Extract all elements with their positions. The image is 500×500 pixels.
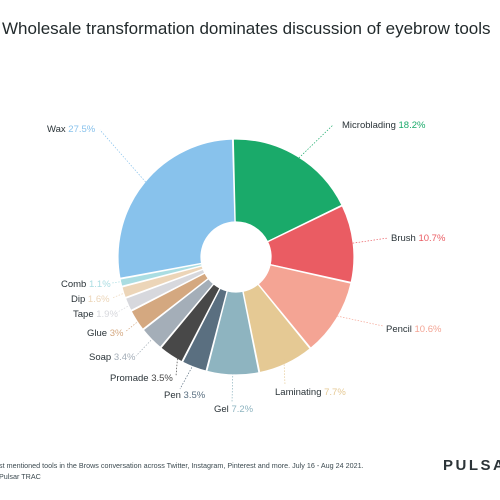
slice-laminating [242,283,312,374]
slice-label-name: Soap [89,352,114,363]
chart-title: Wholesale transformation dominates discu… [2,19,491,38]
slice-label-name: Tape [73,309,96,320]
leader-line-gel [231,360,234,403]
slice-label-value: 7.7% [324,387,346,398]
slice-label-value: 10.7% [418,233,445,244]
slice-label-name: Promade [110,373,151,384]
slice-label-value: 3% [110,328,124,339]
leader-line-dip [111,287,137,299]
slice-label-value: 1.9% [96,309,118,320]
slices-layer [117,138,355,376]
leader-line-comb [111,279,135,284]
brand-logo: PULSAR [443,457,500,474]
slice-label-soap: Soap 3.4% [89,352,136,363]
slice-label-tape: Tape 1.9% [73,309,118,320]
slice-label-wax: Wax 27.5% [47,124,96,135]
slice-wax [117,138,236,280]
slice-label-name: Microblading [342,120,399,131]
leader-line-promade [175,343,180,377]
slice-label-name: Laminating [275,387,324,398]
slice-label-dip: Dip 1.6% [71,294,110,305]
leader-line-pen [179,354,200,390]
slice-label-name: Wax [47,124,68,135]
slice-label-promade: Promade 3.5% [110,373,173,384]
slice-label-value: 1.6% [88,294,110,305]
leader-line-microblading [292,124,334,165]
leader-line-laminating [283,358,286,386]
slice-label-name: Glue [87,328,110,339]
slice-label-name: Pen [164,390,184,401]
slice-label-value: 27.5% [68,124,95,135]
slice-label-value: 1.1% [89,279,111,290]
slice-label-value: 7.2% [231,404,253,415]
footnote-line-2: Pulsar TRAC [0,472,41,481]
slice-brush [266,204,355,284]
slice-label-laminating: Laminating 7.7% [275,387,346,398]
footnote-line-1: st mentioned tools in the Brows conversa… [0,461,364,470]
slice-label-brush: Brush 10.7% [391,233,446,244]
leader-lines-layer [99,124,389,403]
slice-label-comb: Comb 1.1% [61,279,111,290]
slice-label-microblading: Microblading 18.2% [342,120,426,131]
slice-labels-layer: Microblading 18.2% Brush 10.7% Pencil 10.6… [47,120,446,415]
slice-label-value: 3.5% [151,373,173,384]
slice-label-name: Gel [214,404,231,415]
leader-line-wax [99,129,152,189]
slice-label-value: 10.6% [415,324,442,335]
slice-label-gel: Gel 7.2% [214,404,254,415]
slice-gel [206,290,260,376]
slice-label-value: 3.5% [184,390,206,401]
slice-label-name: Brush [391,233,418,244]
slice-microblading [232,138,343,243]
slice-label-glue: Glue 3% [87,328,124,339]
slice-label-value: 3.4% [114,352,136,363]
slice-label-name: Dip [71,294,88,305]
slice-label-pencil: Pencil 10.6% [386,324,442,335]
leader-line-pencil [328,313,384,327]
leader-line-brush [343,237,389,245]
slice-label-name: Pencil [386,324,415,335]
slice-label-pen: Pen 3.5% [164,390,206,401]
leader-line-glue [124,312,149,333]
leader-line-soap [135,329,162,357]
slice-label-value: 18.2% [399,120,426,131]
donut-hole [202,223,270,291]
footnote: st mentioned tools in the Brows conversa… [0,460,364,482]
slice-label-name: Comb [61,279,89,290]
slice-pencil [257,264,352,350]
